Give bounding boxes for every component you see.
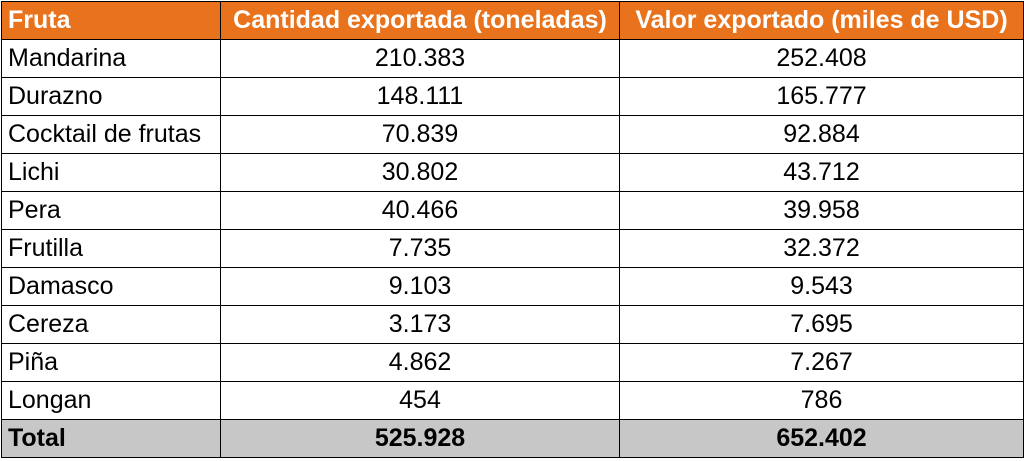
- export-value: 43.712: [619, 153, 1024, 192]
- fruit-name: Longan: [1, 381, 221, 420]
- table-row: Frutilla 7.735 32.372: [1, 229, 1024, 268]
- table-row: Lichi 30.802 43.712: [1, 153, 1024, 192]
- table-row: Cocktail de frutas 70.839 92.884: [1, 115, 1024, 154]
- header-valor: Valor exportado (miles de USD): [619, 1, 1024, 40]
- header-fruta: Fruta: [1, 1, 221, 40]
- fruit-name: Frutilla: [1, 229, 221, 268]
- table-row: Mandarina 210.383 252.408: [1, 39, 1024, 78]
- export-value: 39.958: [619, 191, 1024, 230]
- export-value: 9.543: [619, 267, 1024, 306]
- fruit-name: Piña: [1, 343, 221, 382]
- fruit-name: Mandarina: [1, 39, 221, 78]
- table-row: Cereza 3.173 7.695: [1, 305, 1024, 344]
- export-value: 7.267: [619, 343, 1024, 382]
- export-value: 32.372: [619, 229, 1024, 268]
- total-row: Total 525.928 652.402: [1, 419, 1024, 458]
- table-row: Durazno 148.111 165.777: [1, 77, 1024, 116]
- table-row: Damasco 9.103 9.543: [1, 267, 1024, 306]
- table-row: Piña 4.862 7.267: [1, 343, 1024, 382]
- fruit-name: Pera: [1, 191, 221, 230]
- header-row: Fruta Cantidad exportada (toneladas) Val…: [1, 1, 1024, 40]
- table-row: Pera 40.466 39.958: [1, 191, 1024, 230]
- quantity-value: 7.735: [220, 229, 620, 268]
- export-value: 252.408: [619, 39, 1024, 78]
- quantity-value: 70.839: [220, 115, 620, 154]
- quantity-value: 9.103: [220, 267, 620, 306]
- quantity-value: 210.383: [220, 39, 620, 78]
- total-label: Total: [1, 419, 221, 458]
- fruit-name: Durazno: [1, 77, 221, 116]
- quantity-value: 4.862: [220, 343, 620, 382]
- export-value: 92.884: [619, 115, 1024, 154]
- fruit-name: Damasco: [1, 267, 221, 306]
- fruit-name: Cocktail de frutas: [1, 115, 221, 154]
- fruit-name: Cereza: [1, 305, 221, 344]
- quantity-value: 148.111: [220, 77, 620, 116]
- total-quantity: 525.928: [220, 419, 620, 458]
- export-value: 786: [619, 381, 1024, 420]
- quantity-value: 30.802: [220, 153, 620, 192]
- fruit-name: Lichi: [1, 153, 221, 192]
- total-value: 652.402: [619, 419, 1024, 458]
- export-value: 165.777: [619, 77, 1024, 116]
- export-value: 7.695: [619, 305, 1024, 344]
- quantity-value: 3.173: [220, 305, 620, 344]
- table-row: Longan 454 786: [1, 381, 1024, 420]
- quantity-value: 40.466: [220, 191, 620, 230]
- quantity-value: 454: [220, 381, 620, 420]
- header-cantidad: Cantidad exportada (toneladas): [220, 1, 620, 40]
